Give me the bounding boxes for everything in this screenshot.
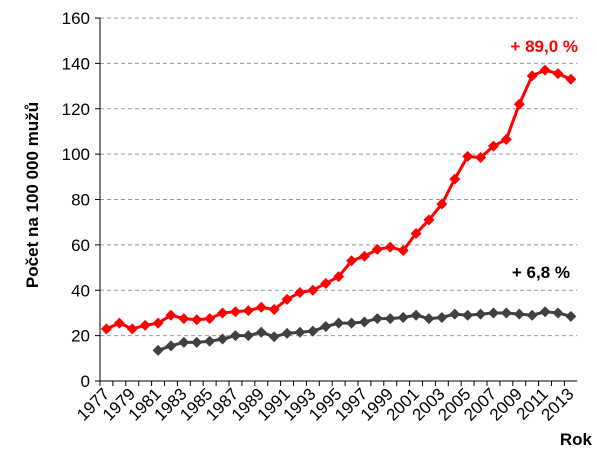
data-point (462, 150, 474, 162)
data-point (333, 317, 345, 329)
data-point (320, 277, 332, 289)
data-point (358, 316, 370, 328)
data-point (255, 301, 267, 313)
data-point (475, 308, 487, 320)
data-point (242, 330, 254, 342)
data-point (552, 68, 564, 80)
data-point (281, 327, 293, 339)
data-point (204, 335, 216, 347)
data-point (217, 333, 229, 345)
data-point (307, 325, 319, 337)
data-point (565, 310, 577, 322)
data-point (165, 309, 177, 321)
data-point (487, 307, 499, 319)
data-point (371, 313, 383, 325)
y-tick-label: 140 (62, 54, 90, 73)
data-point (371, 243, 383, 255)
y-tick-label: 100 (62, 145, 90, 164)
y-tick-label: 0 (81, 372, 90, 391)
data-point (126, 323, 138, 335)
data-point (552, 307, 564, 319)
x-axis-label: Rok (560, 430, 593, 449)
data-point (204, 313, 216, 325)
data-point (268, 304, 280, 316)
data-point (113, 317, 125, 329)
data-point (384, 313, 396, 325)
annotation: + 89,0 % (510, 37, 578, 56)
data-point (268, 331, 280, 343)
y-tick-label: 120 (62, 100, 90, 119)
data-point (423, 313, 435, 325)
data-point (526, 70, 538, 82)
data-point (397, 245, 409, 257)
data-point (462, 309, 474, 321)
data-point (526, 309, 538, 321)
data-point (333, 271, 345, 283)
data-point (346, 317, 358, 329)
data-point (307, 284, 319, 296)
data-point (217, 307, 229, 319)
data-point (191, 336, 203, 348)
data-point (178, 336, 190, 348)
y-tick-label: 160 (62, 9, 90, 28)
data-point (513, 98, 525, 110)
data-point (139, 319, 151, 331)
data-point (449, 173, 461, 185)
data-point (191, 314, 203, 326)
y-tick-label: 60 (71, 236, 90, 255)
data-point (242, 305, 254, 317)
data-point (165, 340, 177, 352)
annotation: + 6,8 % (512, 263, 570, 282)
data-point (100, 323, 112, 335)
data-point (178, 313, 190, 325)
data-point (410, 309, 422, 321)
data-point (539, 64, 551, 76)
data-point (281, 293, 293, 305)
data-point (229, 330, 241, 342)
data-point (255, 326, 267, 338)
data-point (500, 307, 512, 319)
data-point (500, 133, 512, 145)
data-point (346, 255, 358, 267)
data-point (449, 308, 461, 320)
data-point (423, 214, 435, 226)
data-point (487, 140, 499, 152)
data-point (436, 311, 448, 323)
data-point (152, 344, 164, 356)
data-point (436, 198, 448, 210)
data-point (410, 228, 422, 240)
data-point (229, 306, 241, 318)
data-point (539, 306, 551, 318)
data-point (152, 317, 164, 329)
y-axis-label: Počet na 100 000 mužů (23, 102, 42, 288)
data-point (565, 73, 577, 85)
data-point (475, 152, 487, 164)
data-point (294, 287, 306, 299)
data-point (294, 326, 306, 338)
y-tick-label: 40 (71, 281, 90, 300)
data-point (513, 308, 525, 320)
y-tick-label: 20 (71, 327, 90, 346)
data-point (397, 311, 409, 323)
data-point (358, 250, 370, 262)
data-point (320, 321, 332, 333)
data-point (384, 241, 396, 253)
y-tick-label: 80 (71, 191, 90, 210)
